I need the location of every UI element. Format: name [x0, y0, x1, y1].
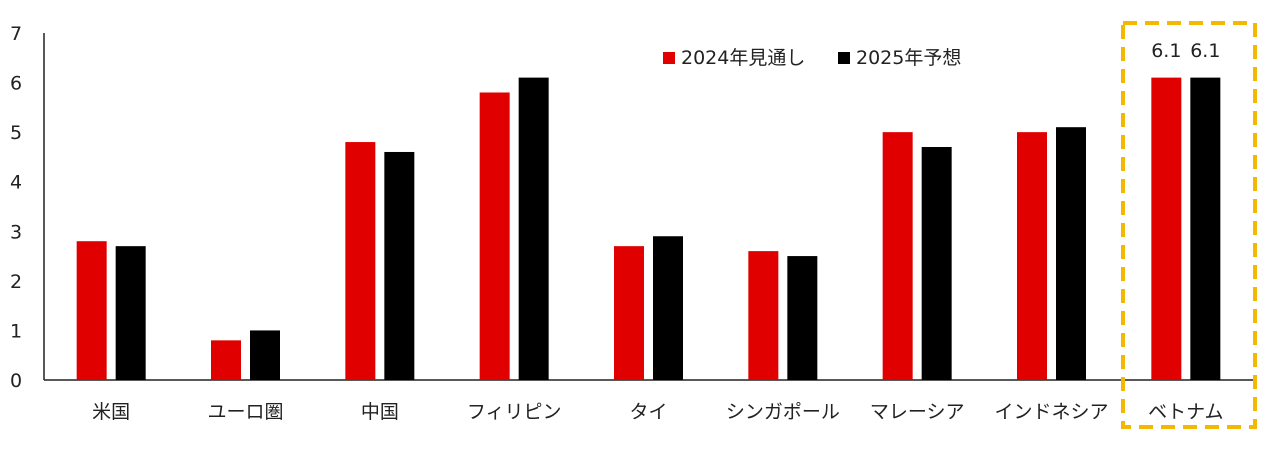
x-axis: 米国 ユーロ圏 中国 フィリピン タイ シンガポール マレーシア インドネシア ベトナム	[44, 379, 1253, 423]
legend-label: 2024年見通し	[681, 47, 805, 69]
x-category-label: シンガポール	[726, 401, 840, 423]
legend: 2024年見通し 2025年予想	[663, 47, 961, 69]
legend-label: 2025年予想	[856, 47, 961, 69]
bar-2024	[1017, 132, 1047, 380]
bar-2025	[787, 256, 818, 380]
data-label: 6.1	[1190, 40, 1220, 62]
bar-2024	[76, 241, 107, 380]
x-category-label: 米国	[92, 401, 130, 423]
x-category-label: ベトナム	[1148, 401, 1223, 423]
bar-2025	[384, 151, 415, 380]
highlight-dashed-border	[1121, 21, 1257, 429]
y-axis: 0 1 2 3 4 5 6 7	[10, 23, 45, 392]
bar-2024	[1151, 77, 1182, 380]
bar-2024	[748, 251, 779, 380]
y-tick-label: 3	[10, 221, 22, 243]
bar-2025	[1190, 77, 1221, 380]
bar-2025	[250, 330, 280, 380]
bars	[76, 77, 1221, 380]
bar-2025	[115, 246, 146, 380]
x-category-label: インドネシア	[994, 401, 1108, 423]
x-category-label: マレーシア	[870, 401, 965, 423]
y-tick-label: 4	[10, 172, 22, 194]
bar-2025	[1056, 127, 1086, 380]
legend-swatch	[838, 52, 850, 64]
legend-swatch	[663, 52, 675, 64]
highlight-box: 6.1 6.1	[1121, 21, 1257, 429]
bar-2025	[518, 77, 549, 380]
x-category-label: タイ	[629, 401, 667, 423]
bar-2024	[479, 92, 510, 380]
y-tick-label: 5	[10, 122, 22, 144]
bar-2024	[211, 340, 241, 380]
bar-2025	[921, 147, 952, 380]
y-tick-label: 0	[10, 370, 22, 392]
y-tick-label: 6	[10, 73, 22, 95]
bar-2025	[653, 236, 683, 380]
x-category-label: ユーロ圏	[207, 401, 283, 423]
bar-2024	[614, 246, 644, 380]
y-tick-label: 2	[10, 271, 22, 293]
y-tick-label: 7	[10, 23, 22, 45]
x-category-label: フィリピン	[467, 401, 562, 423]
data-label: 6.1	[1151, 40, 1181, 62]
x-category-label: 中国	[361, 401, 399, 423]
bar-2024	[345, 142, 376, 380]
bar-2024	[882, 132, 913, 380]
y-tick-label: 1	[10, 320, 22, 342]
